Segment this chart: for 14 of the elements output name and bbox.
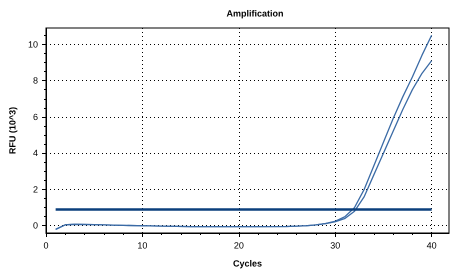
x-axis-title: Cycles <box>232 258 262 268</box>
x-tick-label: 10 <box>137 240 148 250</box>
x-tick-label: 40 <box>426 240 437 250</box>
x-tick-label: 20 <box>234 240 244 250</box>
x-tick-label: 0 <box>43 240 49 250</box>
y-tick-label: 8 <box>32 76 38 86</box>
y-tick-label: 6 <box>32 112 38 122</box>
x-tick-label: 30 <box>330 240 340 250</box>
y-tick-label: 2 <box>32 184 38 194</box>
chart-title: Amplification <box>226 8 284 18</box>
y-tick-label: 10 <box>28 39 38 50</box>
y-axis-title: RFU (10^3) <box>8 106 18 154</box>
y-tick-label: 0 <box>32 220 38 231</box>
y-tick-label: 4 <box>32 148 38 158</box>
